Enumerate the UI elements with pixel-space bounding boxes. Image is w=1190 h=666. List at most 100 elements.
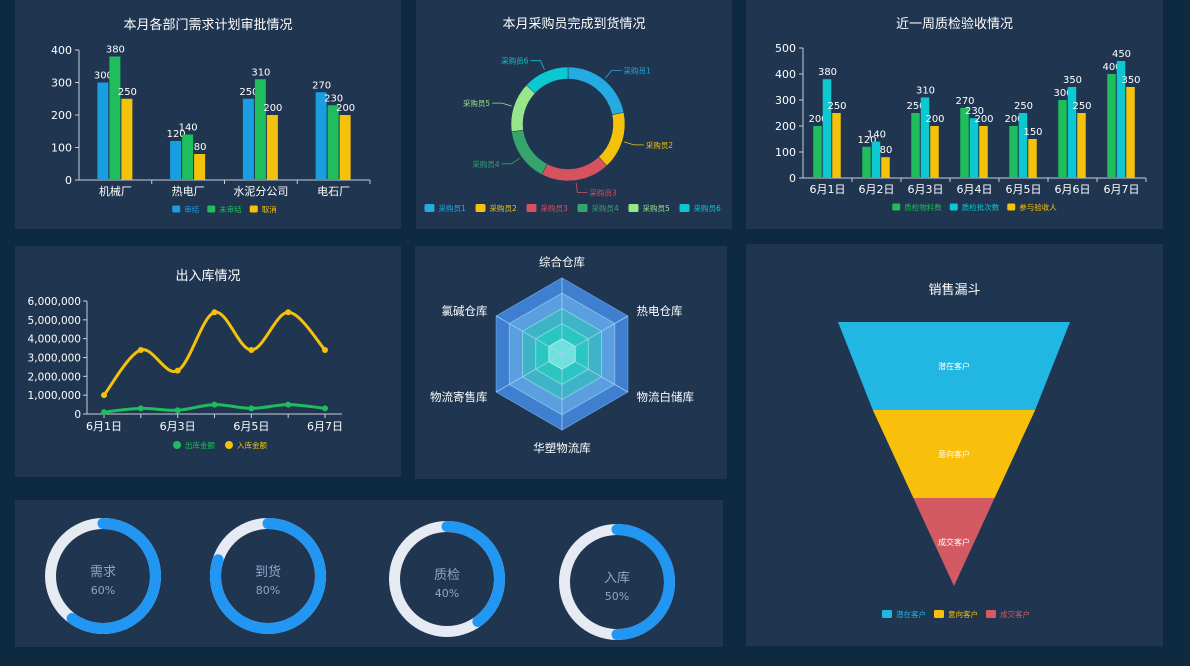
legend-label: 采购员5 bbox=[643, 203, 670, 213]
line-point-出库金额 bbox=[174, 407, 181, 414]
legend-label: 采购员2 bbox=[490, 203, 517, 213]
bar-参与验收人 bbox=[1028, 139, 1037, 178]
line-入库金额 bbox=[102, 310, 327, 397]
x-tick-label: 6月3日 bbox=[908, 183, 944, 196]
funnel-chart-title: 销售漏斗 bbox=[928, 283, 981, 298]
donut-slice-label: 采购员2 bbox=[646, 140, 673, 150]
ring-progress bbox=[66, 518, 161, 634]
x-tick-label: 热电厂 bbox=[172, 185, 205, 198]
legend-swatch bbox=[679, 204, 690, 212]
legend-swatch bbox=[986, 610, 996, 618]
line-point-入库金额 bbox=[285, 309, 292, 316]
legend-swatch bbox=[934, 610, 944, 618]
bar-data-label: 200 bbox=[263, 103, 282, 114]
y-tick-label: 300 bbox=[775, 94, 796, 107]
bar-参与验收人 bbox=[930, 126, 939, 178]
ring-label: 需求 bbox=[90, 565, 116, 580]
radar-indicator-label: 物流白储库 bbox=[636, 390, 694, 404]
legend-swatch bbox=[225, 441, 233, 449]
inout-chart: 0 1,000,000 2,000,000 3,000,000 4,000,000 5,0… bbox=[28, 296, 343, 450]
bar-参与验收人 bbox=[832, 113, 841, 178]
bar-data-label: 230 bbox=[324, 93, 343, 104]
funnel-stage-label: 意向客户 bbox=[938, 449, 970, 459]
bar-data-label: 200 bbox=[974, 114, 993, 125]
y-tick-label: 0 bbox=[789, 172, 796, 185]
donut-slice-label: 采购员5 bbox=[463, 98, 490, 108]
legend-swatch bbox=[173, 441, 181, 449]
bar-data-label: 400 bbox=[1102, 62, 1121, 73]
bar-data-label: 350 bbox=[1121, 75, 1140, 86]
donut-slice-label: 采购员6 bbox=[501, 56, 528, 66]
funnel-stage-label: 成交客户 bbox=[938, 537, 970, 547]
legend-label: 未审结 bbox=[219, 204, 242, 214]
y-tick-label: 200 bbox=[775, 120, 796, 133]
line-point-出库金额 bbox=[285, 401, 292, 408]
buyer-arrival-panel: 本月采购员完成到货情况 采购员1 采购员2 采购员3 采购员4 采购员5 采购员6 采购员1… bbox=[416, 0, 732, 229]
bar-data-label: 350 bbox=[1063, 75, 1082, 86]
bar-data-label: 140 bbox=[867, 130, 886, 141]
donut-leader-line bbox=[624, 141, 644, 146]
bar-data-label: 310 bbox=[916, 85, 935, 96]
bar-data-label: 140 bbox=[179, 123, 198, 134]
x-tick-label: 6月5日 bbox=[1006, 183, 1042, 196]
donut-leader-line bbox=[575, 182, 588, 193]
radar-axis bbox=[495, 315, 563, 355]
bar-未审结 bbox=[182, 134, 194, 180]
line-point-入库金额 bbox=[211, 309, 218, 316]
x-tick-label: 6月7日 bbox=[1104, 183, 1140, 196]
legend-label: 采购员3 bbox=[541, 203, 568, 213]
line-point-入库金额 bbox=[137, 346, 144, 353]
legend-label: 采购员6 bbox=[694, 203, 721, 213]
sales-funnel-panel: 销售漏斗 潜在客户 意向客户 成交客户 潜在客户 意向客户 成交客户 bbox=[746, 244, 1163, 646]
bar-质检批次数 bbox=[1116, 61, 1126, 178]
y-tick-label: 200 bbox=[51, 109, 72, 122]
legend-swatch bbox=[949, 203, 958, 211]
legend-swatch bbox=[475, 204, 486, 212]
bar-审结 bbox=[315, 92, 327, 180]
donut-leader-line bbox=[492, 102, 512, 107]
legend-swatch bbox=[424, 204, 435, 212]
bar-data-label: 200 bbox=[925, 114, 944, 125]
legend-label: 采购员4 bbox=[592, 203, 619, 213]
bar-data-label: 250 bbox=[118, 87, 137, 98]
y-tick-label: 2,000,000 bbox=[28, 371, 81, 383]
y-tick-label: 5,000,000 bbox=[28, 315, 81, 327]
funnel-stage-成交客户 bbox=[913, 498, 995, 586]
line-point-出库金额 bbox=[322, 405, 328, 412]
bar-审结 bbox=[242, 98, 254, 180]
x-tick-label: 机械厂 bbox=[99, 184, 132, 198]
bar-data-label: 120 bbox=[167, 129, 186, 140]
line-point-入库金额 bbox=[322, 346, 328, 353]
y-tick-label: 100 bbox=[51, 142, 72, 155]
line-point-出库金额 bbox=[101, 409, 107, 416]
bar-质检批次数 bbox=[969, 118, 979, 178]
line-point-入库金额 bbox=[101, 392, 107, 399]
radar-indicator-label: 综合仓库 bbox=[539, 255, 585, 269]
bar-未审结 bbox=[254, 79, 266, 180]
bar-data-label: 310 bbox=[251, 67, 270, 78]
legend-label: 质检批次数 bbox=[962, 202, 1000, 212]
ring-percent: 60% bbox=[91, 584, 115, 597]
y-tick-label: 500 bbox=[775, 42, 796, 55]
legend-swatch bbox=[628, 204, 639, 212]
legend-swatch bbox=[882, 610, 892, 618]
funnel-stage-意向客户 bbox=[872, 410, 1036, 498]
bar-data-label: 200 bbox=[336, 103, 355, 114]
bar-data-label: 450 bbox=[1112, 49, 1131, 60]
x-tick-label: 6月6日 bbox=[1055, 183, 1091, 196]
line-point-出库金额 bbox=[137, 405, 144, 412]
legend-swatch bbox=[526, 204, 537, 212]
x-tick-label: 6月5日 bbox=[233, 420, 269, 433]
line-point-出库金额 bbox=[248, 405, 255, 412]
bar-data-label: 250 bbox=[1014, 101, 1033, 112]
legend-swatch bbox=[207, 205, 216, 213]
y-tick-label: 3,000,000 bbox=[28, 353, 81, 365]
line-point-入库金额 bbox=[174, 367, 181, 374]
inout-chart-title: 出入库情况 bbox=[175, 269, 241, 284]
donut-slice-label: 采购员4 bbox=[472, 159, 499, 169]
buyer-chart-title: 本月采购员完成到货情况 bbox=[502, 17, 646, 32]
bar-data-label: 200 bbox=[1004, 114, 1023, 125]
